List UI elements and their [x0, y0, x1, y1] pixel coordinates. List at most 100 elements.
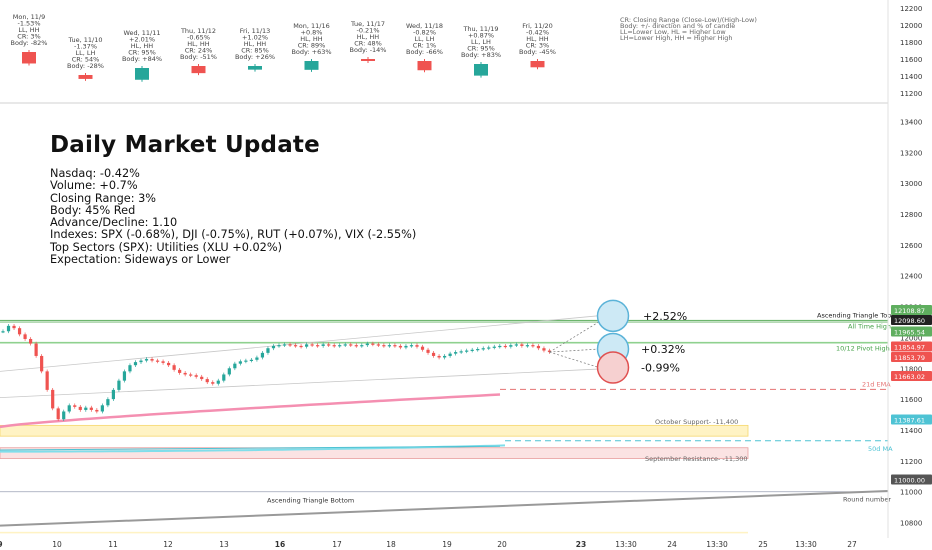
info-line: Body: 45% Red [50, 203, 136, 217]
candle-body [34, 343, 38, 356]
day-closing-range: CR: 85% [241, 47, 269, 55]
day-label: Fri, 11/13 [240, 27, 271, 35]
time-tick-label: 13 [219, 540, 229, 549]
info-line: Expectation: Sideways or Lower [50, 253, 231, 267]
day-highlow: LL, LH [471, 38, 491, 46]
price-tag-label: 11853.79 [894, 354, 925, 362]
time-axis: 9 10 11 12 13 16 17 18 19 20 23 13:30 24 13:30 25 13:30… [0, 538, 932, 550]
price-tag-label: 11387.61 [894, 417, 925, 425]
day-body: Body: -82% [11, 39, 48, 47]
day-candle-body [530, 61, 545, 68]
day-closing-range: CR: 89% [298, 42, 326, 50]
candle-body [321, 344, 325, 346]
candle-body [271, 345, 276, 349]
candle-body [409, 345, 414, 347]
candle-body [62, 411, 66, 420]
info-line: Nasdaq: -0.42% [50, 167, 140, 180]
price-axis: 13400 13200 13000 12800 12600 12400 12200 12000… [887, 0, 932, 550]
top-axis-tick: 11800 [900, 39, 922, 47]
time-tick-label: 23 [576, 540, 586, 549]
candle-body [122, 371, 127, 381]
candle-body [404, 345, 408, 348]
day-label: Mon, 11/9 [13, 13, 45, 21]
candle-body [84, 407, 88, 410]
projection-circle [596, 351, 630, 384]
price-tick-label: 10800 [900, 520, 922, 528]
day-closing-range: CR: 1% [413, 42, 436, 50]
info-line: Advance/Decline: 1.10 [50, 216, 178, 230]
price-tag [891, 474, 932, 485]
day-highlow: HL, HH [244, 40, 267, 48]
ema-curve [0, 393, 501, 429]
price-tick-label: 13000 [900, 180, 922, 188]
candle-body [117, 380, 121, 390]
bottom-band [0, 531, 748, 534]
candle-body [233, 363, 237, 369]
candle-body [293, 345, 298, 347]
candle-body [200, 376, 204, 380]
top-axis-tick: 12200 [900, 5, 922, 13]
main-panel: October Support- -11,400 September Resist… [0, 299, 893, 534]
day-candle-body [304, 61, 319, 70]
projection-path [549, 321, 600, 353]
legend-note: LH=Lower High, HH = Higher High [620, 34, 733, 42]
day-change: -0.65% [187, 34, 210, 42]
all-time-high-label: All Time High [848, 322, 891, 330]
candle-body [6, 325, 11, 332]
candle-body [299, 345, 303, 348]
day-change: +2.01% [129, 36, 155, 44]
october-support-zone [0, 424, 749, 437]
candle-body [167, 362, 171, 366]
day-body: Body: +84% [122, 55, 162, 63]
candle-body [492, 346, 496, 348]
info-line: Indexes: SPX (-0.68%), DJI (-0.75%), RUT… [50, 228, 417, 242]
candle-body [376, 344, 380, 346]
candle-body [45, 371, 49, 390]
price-tag-label: 12098.60 [894, 317, 925, 325]
candle-body [525, 345, 529, 347]
candle-body [470, 349, 474, 351]
candle-body [536, 345, 541, 349]
day-highlow: HL, HH [526, 35, 549, 43]
time-tick-label: 12 [163, 540, 173, 549]
time-tick-label: 19 [442, 540, 452, 549]
price-tag [891, 315, 932, 325]
day-highlow: LL, LH [415, 35, 435, 43]
day-highlow: HL, HH [357, 33, 380, 41]
projection-path [549, 351, 600, 368]
candle-body [17, 328, 22, 335]
day-change: -1.37% [74, 43, 97, 51]
time-tick-label: 13:30 [795, 540, 817, 549]
candle-body [426, 349, 430, 353]
day-candle-body [248, 66, 262, 70]
candle-body [310, 344, 314, 346]
candle-body [111, 389, 115, 400]
candle-body [542, 348, 546, 351]
price-tag [891, 341, 932, 352]
ma50-label: 50d MA [868, 445, 893, 453]
candle-body [514, 344, 518, 346]
price-tag-label: 11965.54 [894, 329, 925, 337]
day-body: Body: -28% [67, 62, 104, 70]
price-tag [891, 326, 932, 337]
candle-body [288, 344, 292, 346]
day-closing-range: CR: 3% [526, 42, 549, 50]
time-tick-label: 9 [0, 540, 3, 549]
day-label: Mon, 11/16 [293, 22, 330, 30]
candle-body [29, 338, 33, 344]
candle-body [40, 355, 44, 372]
legend-note: Body: +/- direction and % of candle [620, 22, 735, 30]
time-tick-label: 17 [332, 540, 342, 549]
candle-body [216, 380, 220, 384]
day-closing-range: CR: 95% [467, 45, 495, 53]
projection-circle [596, 299, 630, 333]
time-axis-bg [0, 538, 932, 550]
candle-body [382, 345, 386, 347]
candle-body [150, 359, 154, 361]
candle-body [78, 406, 82, 410]
pivot-high-label: 10/12 Pivot High [836, 345, 890, 353]
candle-body [503, 345, 507, 348]
